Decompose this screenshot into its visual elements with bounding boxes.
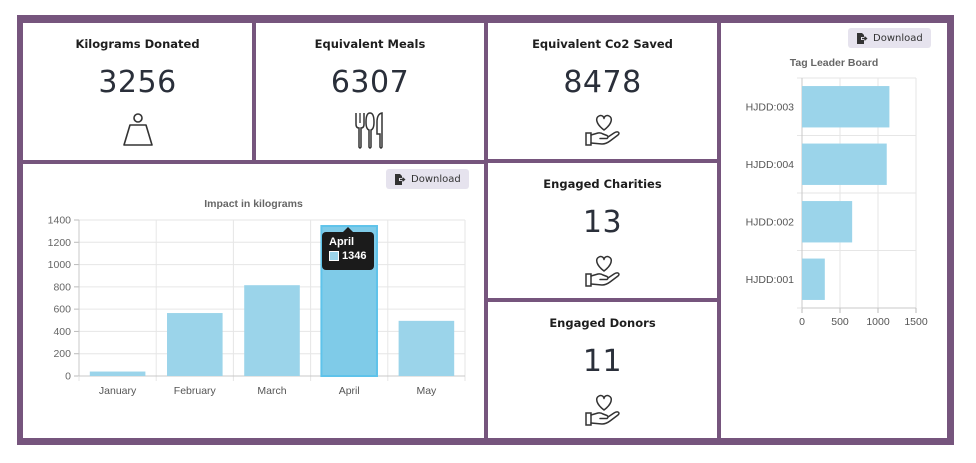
download-button[interactable]: Download	[386, 169, 469, 189]
y-tick-label: 1000	[48, 259, 72, 271]
co2-saved-card: Equivalent Co2 Saved 8478	[488, 23, 717, 159]
download-button[interactable]: Download	[848, 28, 931, 48]
cutlery-icon	[352, 110, 388, 154]
y-tick-label: 400	[53, 326, 71, 338]
download-label: Download	[873, 32, 923, 44]
card-value: 3256	[98, 65, 177, 100]
x-tick-label: 0	[799, 316, 805, 328]
heart-hand-icon	[584, 254, 622, 292]
kilograms-donated-card: Kilograms Donated 3256	[23, 23, 252, 160]
bar-hjdd-002	[802, 201, 853, 243]
card-title: Engaged Charities	[543, 177, 662, 191]
card-value: 13	[582, 205, 623, 240]
export-icon	[857, 32, 868, 44]
bar-january	[89, 371, 146, 376]
card-value: 11	[582, 344, 623, 379]
y-tick-label: 600	[53, 304, 71, 316]
card-title: Equivalent Co2 Saved	[532, 37, 673, 51]
x-tick-label: January	[99, 385, 137, 397]
y-tick-label: 200	[53, 348, 71, 360]
card-value: 8478	[563, 65, 642, 100]
download-label: Download	[411, 173, 461, 185]
bar-hjdd-001	[802, 258, 825, 300]
heart-hand-icon	[584, 113, 622, 151]
bar-february	[167, 313, 223, 376]
chart-tooltip: April 1346	[322, 227, 374, 270]
x-tick-label: May	[416, 385, 437, 397]
weight-icon	[121, 111, 155, 153]
y-tick-label: HJDD:003	[746, 101, 795, 113]
tag-leaderboard-card: Download Tag Leader Board 0 500 1000 1500 HJ…	[721, 23, 947, 438]
y-tick-label: 0	[65, 371, 71, 383]
card-title: Equivalent Meals	[314, 37, 426, 51]
x-tick-label: 1000	[866, 316, 890, 328]
impact-chart-card: Download Impact in kilograms 0 200 400 600 8…	[23, 164, 484, 438]
tooltip-swatch	[329, 251, 339, 261]
heart-hand-icon	[584, 393, 622, 431]
y-tick-label: 800	[53, 281, 71, 293]
bar-march	[244, 285, 300, 376]
card-value: 6307	[330, 65, 410, 100]
bar-hjdd-004	[802, 143, 887, 185]
engaged-donors-card: Engaged Donors 11	[488, 302, 717, 438]
x-tick-label: March	[257, 385, 286, 397]
y-tick-label: HJDD:002	[746, 216, 795, 228]
bar-may	[398, 320, 455, 376]
x-tick-label: 500	[831, 316, 849, 328]
tooltip-title: April	[329, 236, 355, 248]
tag-bar-chart: 0 500 1000 1500 HJDD:003 HJDD:004 HJDD:002 HJDD…	[746, 77, 928, 328]
equivalent-meals-card: Equivalent Meals 6307	[256, 23, 484, 160]
y-tick-label: HJDD:004	[746, 159, 795, 171]
y-tick-label: 1200	[48, 237, 72, 249]
engaged-charities-card: Engaged Charities 13	[488, 163, 717, 298]
x-tick-label: April	[339, 385, 360, 397]
tooltip-value: 1346	[342, 250, 367, 262]
card-title: Kilograms Donated	[75, 37, 200, 51]
export-icon	[395, 173, 406, 185]
chart-title: Tag Leader Board	[789, 57, 879, 69]
card-title: Engaged Donors	[549, 316, 656, 330]
x-tick-label: February	[174, 385, 217, 397]
x-tick-label: 1500	[904, 316, 928, 328]
chart-title: Impact in kilograms	[204, 198, 303, 210]
bar-hjdd-003	[802, 86, 890, 128]
y-tick-label: 1400	[48, 215, 72, 227]
impact-bar-chart: 0 200 400 600 800 1000 1200 1400 January February…	[48, 215, 466, 397]
y-tick-label: HJDD:001	[746, 274, 795, 286]
